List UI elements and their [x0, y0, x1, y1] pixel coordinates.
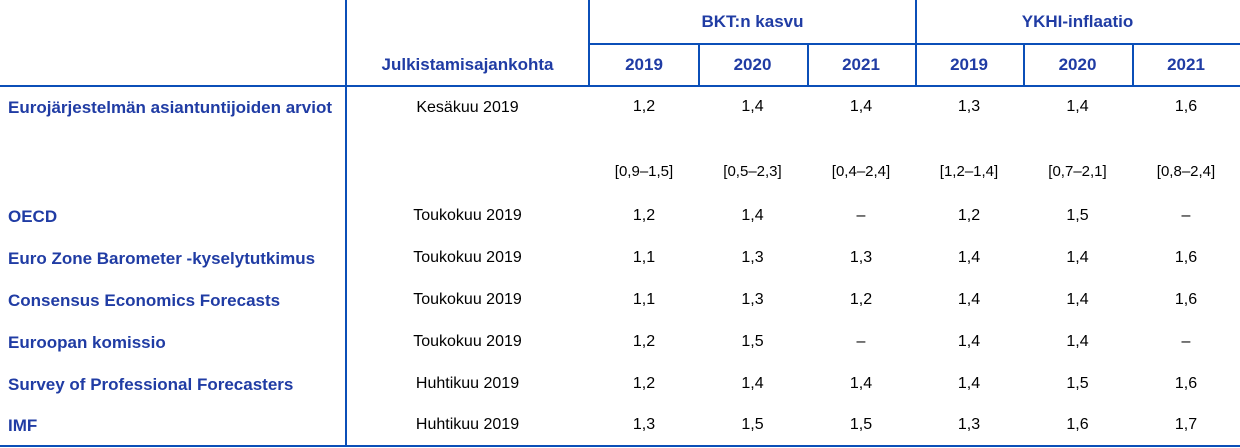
table-cell: –	[856, 207, 866, 224]
table-cell: 1,3 [1,2–1,4]	[915, 88, 1023, 195]
table-cell: 1,4 [0,4–2,4]	[807, 88, 915, 195]
table-cell: 1,5	[741, 333, 764, 350]
cell-value: 1,4	[849, 98, 873, 115]
table-cell: 1,3	[741, 291, 764, 308]
table-cell: –	[1181, 333, 1191, 350]
row-date: Toukokuu 2019	[413, 207, 522, 224]
row-label-imf: IMF	[8, 415, 38, 435]
cell-value: 1,2	[632, 98, 656, 115]
row-date: Kesäkuu 2019	[416, 99, 519, 116]
table-cell: 1,2 [0,9–1,5]	[590, 88, 698, 195]
table-cell: –	[856, 333, 866, 350]
grid-line-under-group-headers	[588, 43, 1240, 45]
table-cell: 1,3	[957, 416, 981, 433]
table-cell: 1,5	[741, 416, 764, 433]
row-date: Huhtikuu 2019	[415, 375, 520, 392]
year-header-hicp-2021: 2021	[1167, 55, 1205, 74]
cell-value: 1,4	[1066, 98, 1089, 115]
grid-line-bottom	[0, 445, 1240, 447]
table-cell: 1,4	[741, 375, 764, 392]
group-header-gdp-growth: BKT:n kasvu	[701, 11, 804, 31]
table-cell: 1,4	[741, 207, 764, 224]
table-cell: 1,5	[1066, 375, 1089, 392]
table-cell: 1,4	[1066, 291, 1089, 308]
year-header-gdp-2020: 2020	[733, 55, 772, 74]
cell-range: [0,7–2,1]	[1048, 163, 1107, 180]
table-cell: 1,1	[632, 291, 656, 308]
row-label-euro-zone-barometer: Euro Zone Barometer -kyselytutkimus	[8, 248, 316, 268]
row-label-spf: Survey of Professional Forecasters	[8, 374, 294, 394]
table-cell: 1,2	[957, 207, 981, 224]
row-label-eurosystem-projections: Eurojärjestelmän asiantuntijoiden arviot	[8, 98, 333, 117]
table-cell: 1,2	[632, 207, 656, 224]
year-header-gdp-2019: 2019	[625, 55, 663, 74]
table-cell: 1,5	[1066, 207, 1089, 224]
table-cell: 1,6	[1174, 375, 1198, 392]
table-cell: 1,5	[849, 416, 873, 433]
table-cell: –	[1181, 207, 1191, 224]
table-cell: 1,6	[1174, 249, 1198, 266]
table-cell: 1,4	[1066, 249, 1089, 266]
table-cell: 1,2	[632, 333, 656, 350]
year-header-hicp-2020: 2020	[1058, 55, 1097, 74]
row-label-oecd: OECD	[8, 206, 58, 226]
row-date: Huhtikuu 2019	[415, 416, 520, 433]
table-cell: 1,4	[957, 333, 981, 350]
table-cell: 1,4 [0,5–2,3]	[698, 88, 807, 195]
column-header-publication-date: Julkistamisajankohta	[381, 55, 554, 74]
table-cell: 1,4	[1066, 333, 1089, 350]
table-cell: 1,7	[1174, 416, 1198, 433]
table-cell: 1,2	[632, 375, 656, 392]
cell-value: 1,4	[741, 98, 764, 115]
row-label-european-commission: Euroopan komissio	[8, 332, 166, 352]
year-header-hicp-2019: 2019	[950, 55, 988, 74]
cell-range: [0,9–1,5]	[614, 163, 674, 180]
table-cell: 1,3	[632, 416, 656, 433]
cell-range: [1,2–1,4]	[939, 163, 999, 180]
table-cell: 1,3	[849, 249, 873, 266]
grid-line-vertical-label-col	[345, 0, 347, 445]
row-date: Toukokuu 2019	[413, 333, 522, 350]
year-header-gdp-2021: 2021	[842, 55, 880, 74]
cell-range: [0,5–2,3]	[723, 163, 782, 180]
table-cell: 1,2	[849, 291, 873, 308]
table-cell: 1,6	[1174, 291, 1198, 308]
table-cell: 1,6	[1066, 416, 1089, 433]
group-header-hicp-inflation: YKHI-inflaatio	[1021, 11, 1134, 31]
cell-value: 1,3	[957, 98, 981, 115]
grid-line-vertical-year1	[698, 43, 700, 87]
table-cell: 1,4	[957, 249, 981, 266]
cell-range: [0,4–2,4]	[831, 163, 891, 180]
cell-value: 1,6	[1174, 98, 1198, 115]
cell-range: [0,8–2,4]	[1156, 163, 1216, 180]
grid-line-vertical-year3	[1023, 43, 1025, 87]
row-date: Toukokuu 2019	[413, 249, 522, 266]
table-cell: 1,4	[849, 375, 873, 392]
table-cell: 1,3	[741, 249, 764, 266]
table-cell: 1,4	[957, 375, 981, 392]
row-date: Toukokuu 2019	[413, 291, 522, 308]
table-cell: 1,6 [0,8–2,4]	[1132, 88, 1240, 195]
grid-line-vertical-year4	[1132, 43, 1134, 87]
table-cell: 1,4	[957, 291, 981, 308]
row-label-consensus-economics: Consensus Economics Forecasts	[8, 290, 281, 310]
table-cell: 1,1	[632, 249, 656, 266]
grid-line-under-header	[0, 85, 1240, 87]
grid-line-vertical-year2	[807, 43, 809, 87]
table-cell: 1,4 [0,7–2,1]	[1023, 88, 1132, 195]
